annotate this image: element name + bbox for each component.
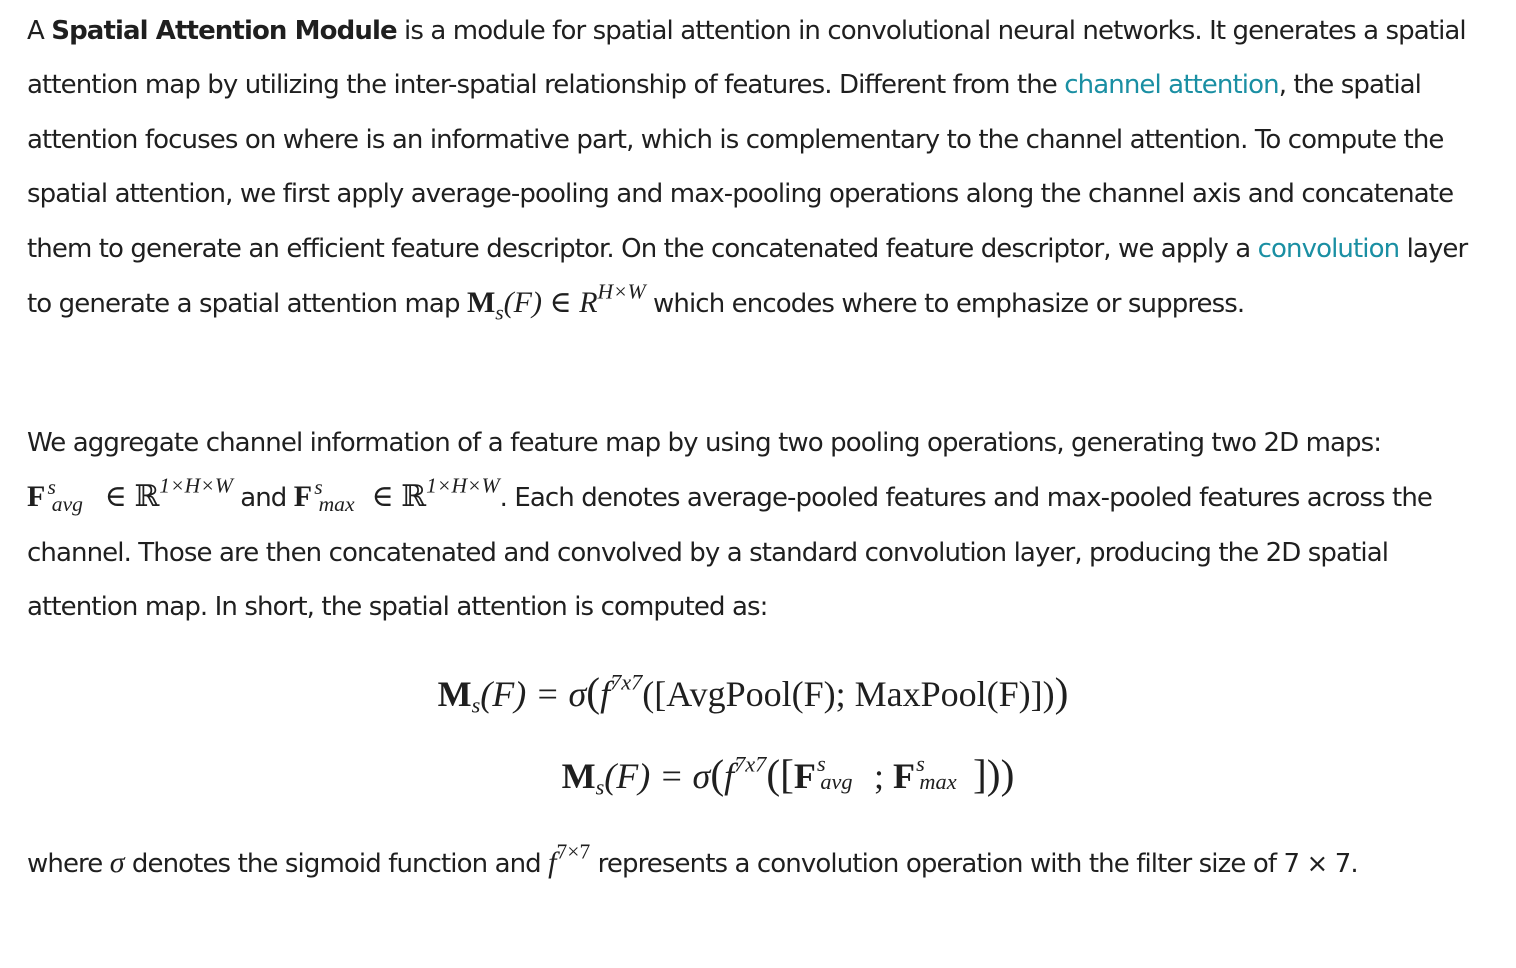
paragraph-text: represents a convolution operation with … [590,849,1359,879]
inline-math-attention-map: Ms(F) ∈ RH×W [466,281,646,324]
math-in-reals: ∈ ℝ [363,480,427,514]
math-symbol: F [293,480,313,514]
math-superscript: 7×7 [556,839,591,864]
convolution-link[interactable]: convolution [1257,233,1400,264]
inline-math-sigma: σ [110,846,125,879]
math-superscript: s [47,474,56,499]
math-subscript: max [919,769,957,795]
paragraph-text: We aggregate channel information of a fe… [27,428,1382,458]
math-expression: ([AvgPool(F); MaxPool(F)]) [642,674,1055,714]
math-in-reals: ∈ ℝ [97,480,160,514]
paragraph-text: . Each denotes average-pooled features a… [27,483,1433,623]
math-superscript: s [916,751,925,777]
term-spatial-attention-module: Spatial Attention Module [51,16,397,46]
math-symbol: σ [109,846,125,879]
math-supsub: s max [312,476,364,517]
paragraph-text: layer to generate a spatial attention ma… [27,233,1468,320]
math-subscript: s [471,692,481,718]
inline-math-f7x7: f7×7 [548,841,590,879]
math-subscript: s [595,774,605,800]
math-supsub: s avg [45,476,97,517]
math-superscript: H×W [597,279,646,304]
math-paren: ) [1054,669,1069,715]
math-symbol: F [793,756,816,796]
math-bracket: ([ [766,751,794,797]
math-supsub: s avg [816,753,874,795]
math-paren: ( [710,751,725,797]
math-bracket: ])) [973,751,1015,797]
intro-paragraph: A Spatial Attention Module is a module f… [27,4,1489,331]
math-superscript: 1×H×W [426,474,500,499]
channel-attention-link[interactable]: channel attention [1064,70,1279,101]
math-superscript: 7x7 [734,751,767,777]
closing-paragraph: where σ denotes the sigmoid function and… [27,836,1489,891]
math-subscript: avg [51,492,83,517]
math-symbol: M [466,286,496,320]
math-expression: (F) = σ [604,756,711,796]
math-argument: (F) ∈ [503,286,580,320]
math-subscript: avg [820,769,853,795]
paragraph-text: where [27,849,110,879]
math-symbol: F [27,480,46,514]
math-superscript: s [817,751,826,777]
math-superscript: s [314,474,323,499]
math-supsub: s max [915,753,973,795]
math-function: f [724,756,735,796]
math-superscript: 7x7 [610,669,643,695]
math-subscript: max [318,492,355,517]
math-subscript: s [495,300,504,325]
math-symbol: M [561,756,596,796]
pooling-paragraph: We aggregate channel information of a fe… [27,416,1489,635]
paragraph-text: , the spatial attention focuses on where… [27,70,1454,264]
math-symbol: F [892,756,915,796]
equation-1: Ms(F) = σ(f7x7([AvgPool(F); MaxPool(F)])… [22,668,1484,718]
math-function: f [548,846,557,879]
paragraph-text: is a module for spatial attention in con… [27,16,1467,101]
paragraph-text: which encodes where to emphasize or supp… [645,289,1245,320]
math-function: f [600,674,611,714]
math-superscript: 1×H×W [159,474,233,499]
math-set-symbol: R [579,286,598,320]
math-symbol: M [437,674,472,714]
intro-text: A [27,16,52,46]
math-expression: (F) = σ [480,674,587,714]
paragraph-text: and [232,483,294,514]
math-separator: ; [873,756,893,796]
math-paren: ( [586,669,601,715]
paragraph-text: denotes the sigmoid function and [124,849,549,879]
